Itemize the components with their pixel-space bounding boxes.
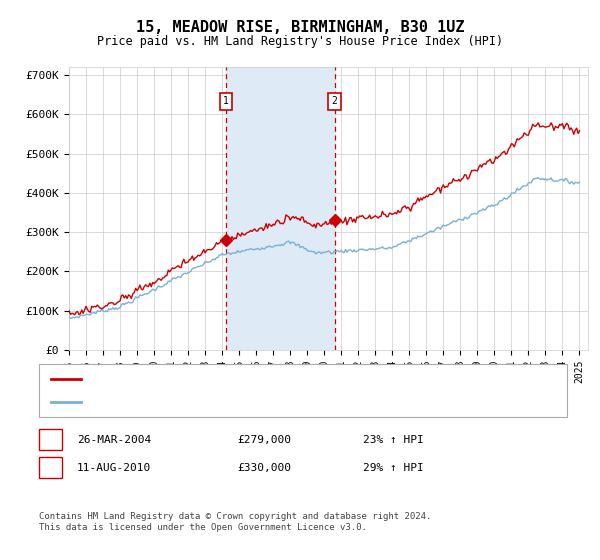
Text: 23% ↑ HPI: 23% ↑ HPI (363, 435, 424, 445)
Text: 2: 2 (332, 96, 338, 106)
Text: £279,000: £279,000 (237, 435, 291, 445)
Text: 1: 1 (47, 435, 54, 445)
Text: 2: 2 (47, 463, 54, 473)
Bar (226, 67, 335, 350)
Text: 29% ↑ HPI: 29% ↑ HPI (363, 463, 424, 473)
Text: 15, MEADOW RISE, BIRMINGHAM, B30 1UZ: 15, MEADOW RISE, BIRMINGHAM, B30 1UZ (136, 20, 464, 35)
Text: 26-MAR-2004: 26-MAR-2004 (77, 435, 151, 445)
Text: 1: 1 (223, 96, 229, 106)
Text: 11-AUG-2010: 11-AUG-2010 (77, 463, 151, 473)
Text: Price paid vs. HM Land Registry's House Price Index (HPI): Price paid vs. HM Land Registry's House … (97, 35, 503, 48)
Text: £330,000: £330,000 (237, 463, 291, 473)
Text: Contains HM Land Registry data © Crown copyright and database right 2024.
This d: Contains HM Land Registry data © Crown c… (39, 512, 431, 532)
Text: 15, MEADOW RISE, BIRMINGHAM, B30 1UZ (detached house): 15, MEADOW RISE, BIRMINGHAM, B30 1UZ (de… (87, 374, 418, 384)
Text: HPI: Average price, detached house, Birmingham: HPI: Average price, detached house, Birm… (87, 397, 374, 407)
